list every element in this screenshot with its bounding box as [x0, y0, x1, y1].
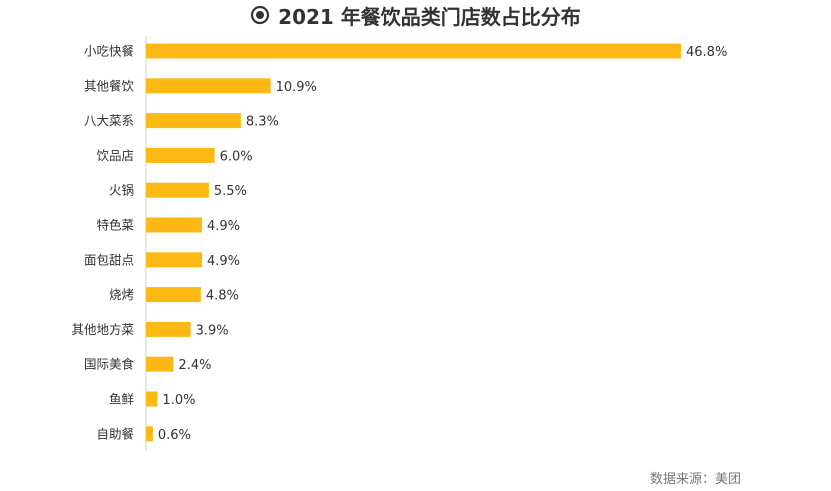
bar — [146, 182, 209, 198]
category-label: 国际美食 — [84, 357, 135, 372]
bar-row: 国际美食 2.4% — [84, 356, 211, 373]
value-label: 4.8% — [206, 289, 239, 304]
category-label: 烧烤 — [109, 287, 134, 302]
data-source-note: 数据来源：美团 — [649, 472, 741, 487]
bar-row: 面包甜点 4.9% — [84, 252, 240, 269]
bar-row: 烧烤 4.8% — [109, 287, 239, 304]
bar — [146, 356, 174, 372]
value-label: 3.9% — [196, 323, 229, 338]
category-label: 面包甜点 — [84, 252, 134, 267]
bar-row: 其他餐饮 10.9% — [84, 78, 317, 95]
bar — [146, 78, 271, 94]
bar — [146, 391, 158, 407]
bar — [146, 426, 153, 442]
value-label: 0.6% — [158, 428, 191, 443]
value-label: 6.0% — [220, 149, 253, 164]
bar — [146, 113, 241, 129]
value-label: 1.0% — [162, 393, 195, 408]
value-label: 10.9% — [276, 80, 317, 95]
category-label: 火锅 — [109, 183, 134, 198]
category-label: 小吃快餐 — [84, 44, 135, 59]
value-label: 8.3% — [246, 115, 279, 130]
category-label: 其他餐饮 — [84, 78, 135, 93]
value-label: 4.9% — [207, 254, 240, 269]
category-label: 其他地方菜 — [71, 322, 134, 337]
category-label: 特色菜 — [96, 218, 134, 233]
bar-row: 饮品店 6.0% — [96, 147, 253, 164]
bar — [146, 287, 201, 303]
value-label: 5.5% — [214, 184, 247, 199]
bar — [146, 321, 191, 337]
value-label: 2.4% — [178, 358, 211, 373]
chart-title: 2021 年餐饮品类门店数占比分布 — [278, 4, 581, 29]
bar-row: 火锅 5.5% — [109, 182, 247, 199]
bar-row: 特色菜 4.9% — [96, 217, 240, 234]
bar — [146, 217, 203, 233]
category-label: 饮品店 — [96, 148, 134, 163]
category-label: 八大菜系 — [84, 113, 134, 128]
bar — [146, 252, 203, 268]
bar-row: 八大菜系 8.3% — [84, 113, 279, 130]
bar — [146, 43, 681, 59]
bar-row: 自助餐 0.6% — [96, 426, 191, 443]
category-label: 鱼鲜 — [109, 392, 134, 407]
chart-title-row: 2021 年餐饮品类门店数占比分布 — [0, 0, 831, 30]
category-label: 自助餐 — [96, 426, 134, 441]
bar-row: 鱼鲜 1.0% — [109, 391, 195, 408]
bar-row: 其他地方菜 3.9% — [71, 321, 229, 338]
value-label: 46.8% — [686, 45, 727, 60]
value-label: 4.9% — [207, 219, 240, 234]
bar-row: 小吃快餐 46.8% — [84, 43, 727, 60]
radio-target-icon — [251, 5, 270, 25]
bar — [146, 147, 215, 163]
